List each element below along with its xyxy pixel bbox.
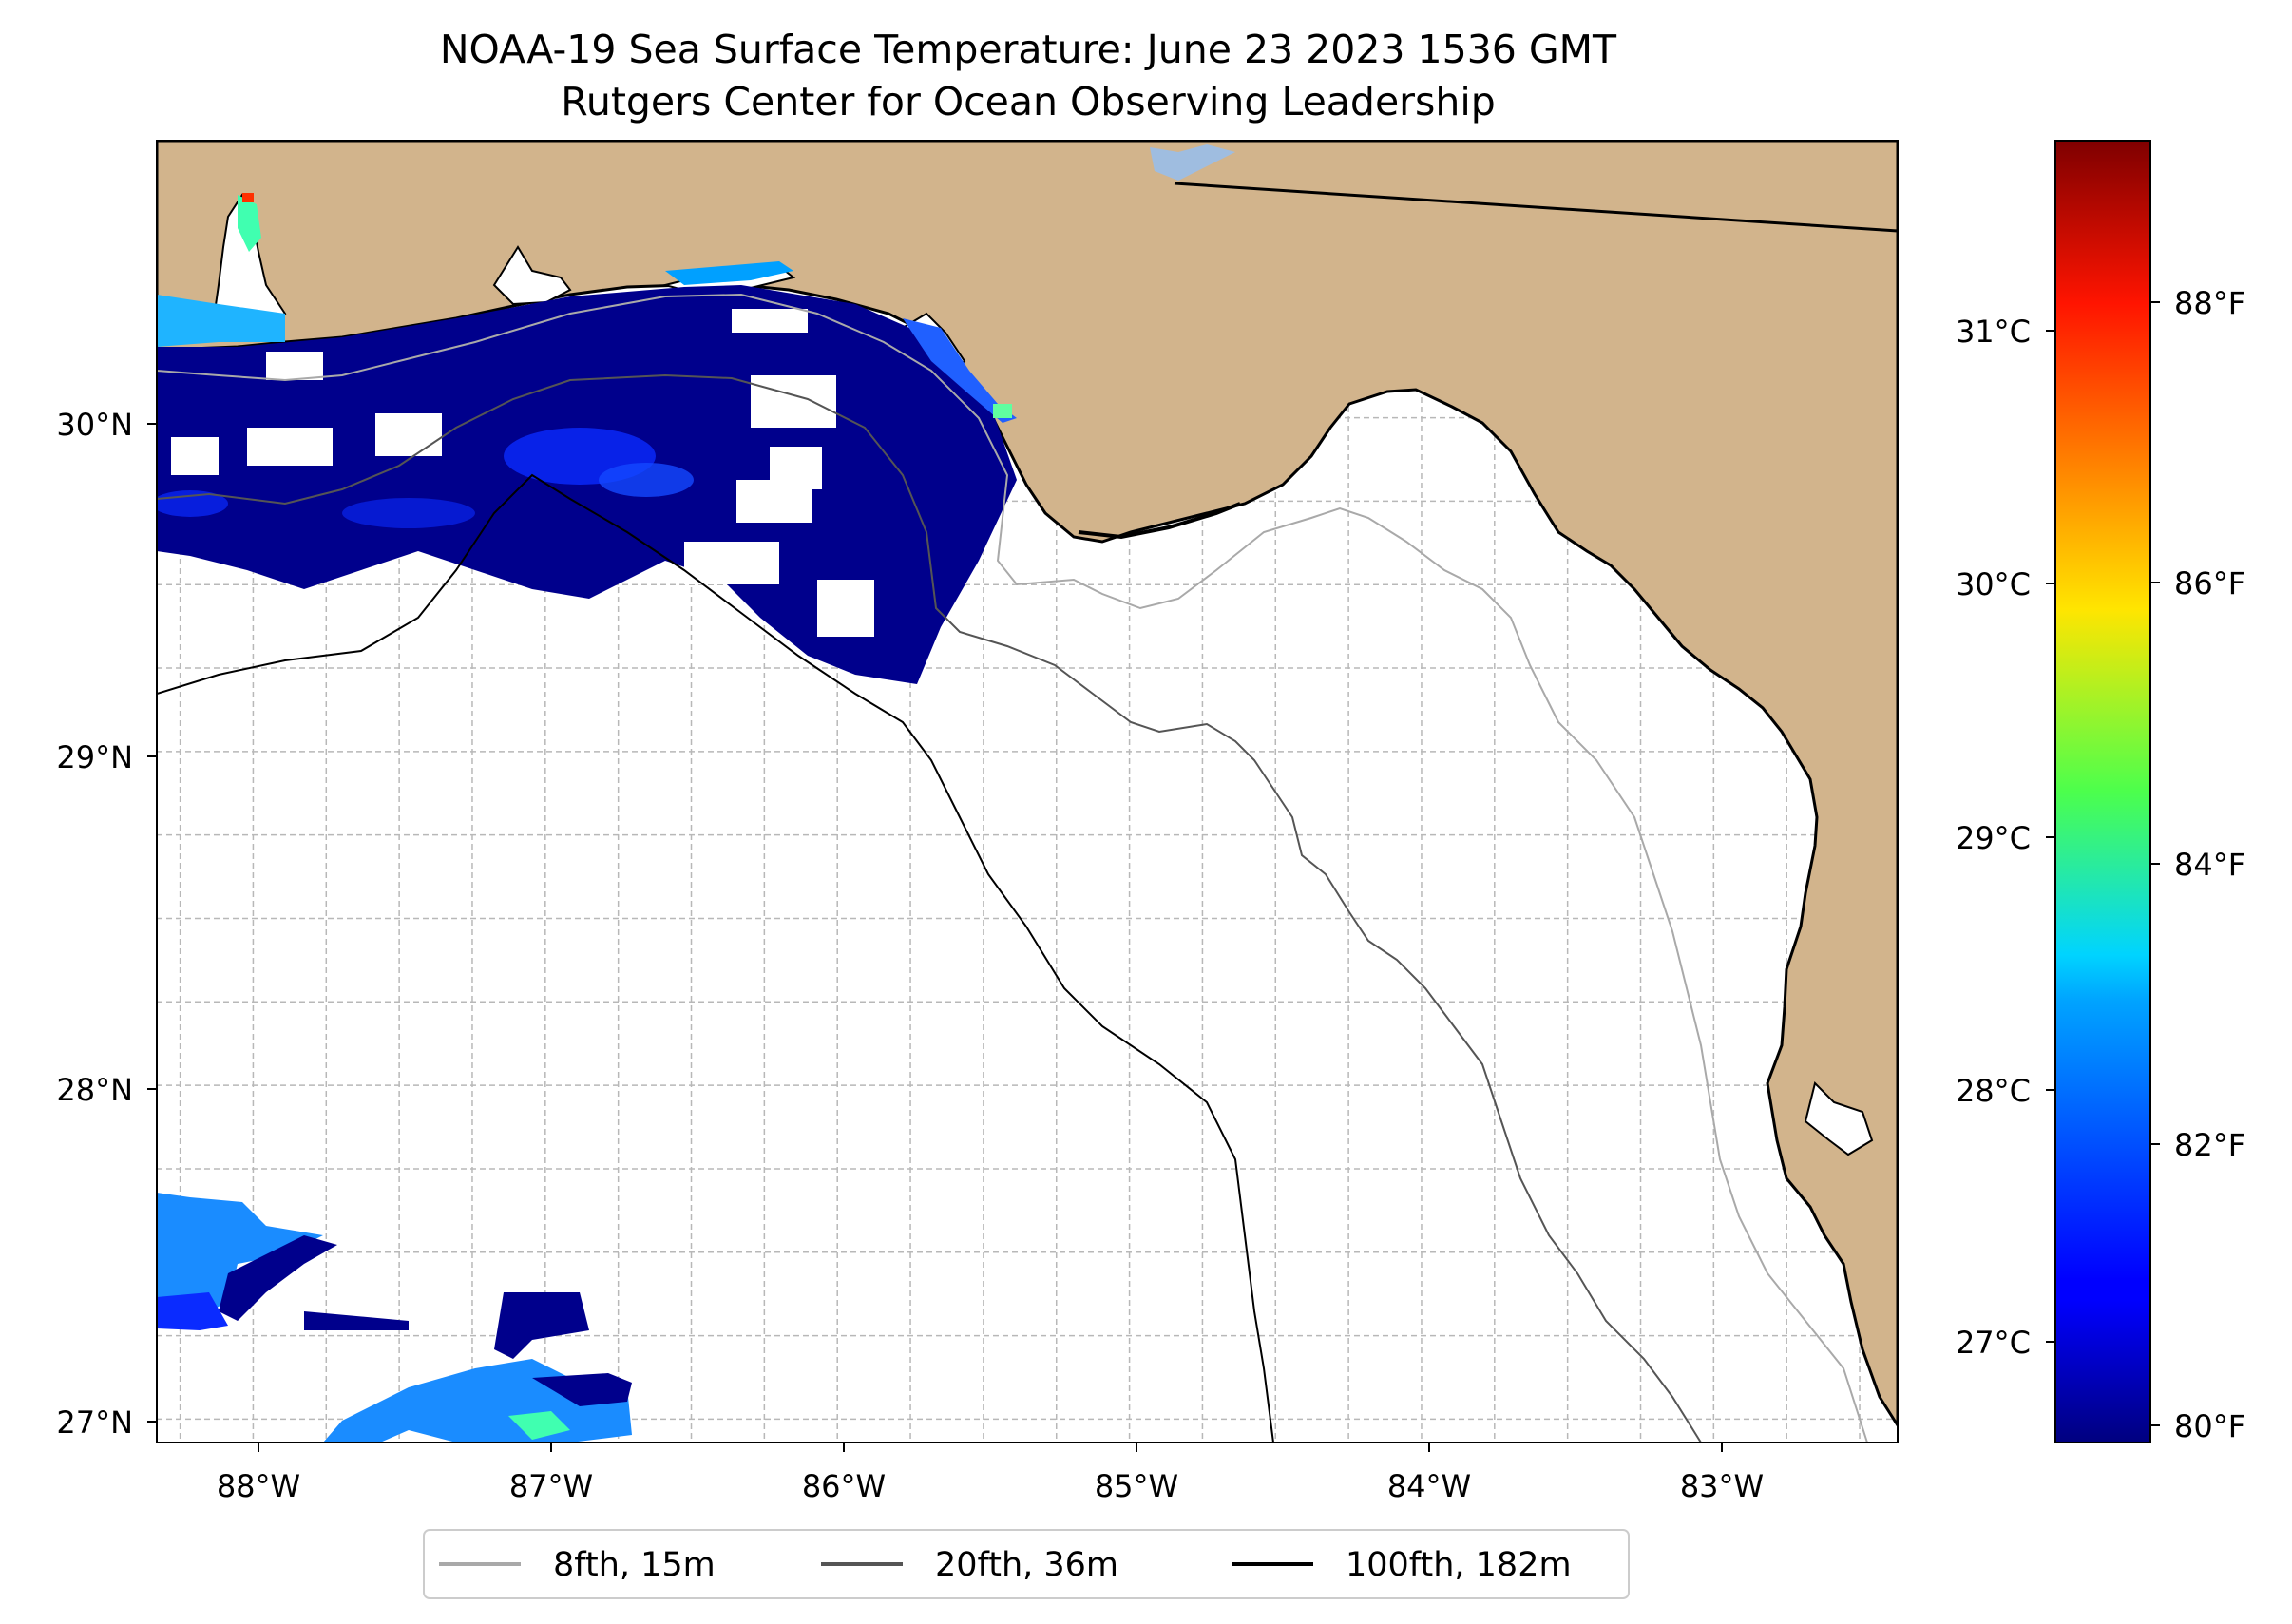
isobath-legend: 8fth, 15m 20fth, 36m 100fth, 182m: [423, 1529, 1630, 1599]
figure-title-line1: NOAA-19 Sea Surface Temperature: June 23…: [440, 27, 1617, 72]
legend-label-8fth: 8fth, 15m: [553, 1546, 716, 1584]
x-tick-label: 86°W: [802, 1468, 886, 1504]
isobath-20fth: [157, 373, 1702, 1442]
colorbar-fahrenheit-label: 84°F: [2174, 847, 2245, 883]
map-area: [157, 141, 1898, 1442]
isobath-8fth: [157, 293, 1868, 1442]
legend-label-100fth: 100fth, 182m: [1346, 1546, 1572, 1584]
figure-title-line2: Rutgers Center for Ocean Observing Leade…: [561, 79, 1496, 124]
colorbar-fahrenheit-label: 86°F: [2174, 565, 2245, 602]
x-axis: 88°W 87°W 86°W 85°W 84°W 83°W: [217, 1442, 1764, 1504]
y-tick-label: 27°N: [56, 1404, 133, 1441]
colorbar-fahrenheit-label: 88°F: [2174, 285, 2245, 321]
state-boundary: [1174, 182, 1898, 233]
colorbar-fahrenheit-label: 80°F: [2174, 1408, 2245, 1444]
colorbar-gradient: [2054, 140, 2151, 1443]
legend-box: [423, 1529, 1630, 1599]
x-tick-label: 88°W: [217, 1468, 300, 1504]
sst-swath-southwest: [157, 1193, 632, 1442]
colorbar-fahrenheit-label: 82°F: [2174, 1127, 2245, 1163]
x-tick-label: 85°W: [1095, 1468, 1178, 1504]
sst-swath-north: [157, 285, 1017, 684]
colorbar-celsius-label: 29°C: [1956, 820, 2031, 856]
colorbar-celsius-label: 27°C: [1956, 1325, 2031, 1361]
colorbar-celsius-label: 30°C: [1956, 566, 2031, 602]
x-tick-label: 87°W: [509, 1468, 593, 1504]
sst-nearshore-warm: [157, 193, 1017, 423]
colorbar-celsius-label: 31°C: [1956, 314, 2031, 350]
y-tick-label: 30°N: [56, 407, 133, 443]
tampa-bay: [1804, 1081, 1874, 1156]
y-tick-label: 28°N: [56, 1072, 133, 1108]
lake-seminole: [1150, 144, 1235, 181]
y-tick-label: 29°N: [56, 739, 133, 775]
y-axis: 27°N 28°N 29°N 30°N: [56, 407, 157, 1441]
isobath-100fth: [157, 473, 1274, 1442]
colorbar-celsius-label: 28°C: [1956, 1073, 2031, 1109]
apalachee-bay-islands: [1078, 502, 1241, 540]
x-tick-label: 84°W: [1387, 1468, 1471, 1504]
x-tick-label: 83°W: [1680, 1468, 1764, 1504]
colorbar: 27°C 28°C 29°C 30°C 31°C 80°F 82°F 84°F …: [1956, 140, 2245, 1444]
pensacola-bay: [492, 245, 572, 306]
legend-label-20fth: 20fth, 36m: [935, 1546, 1118, 1584]
map-frame: [156, 140, 1899, 1443]
